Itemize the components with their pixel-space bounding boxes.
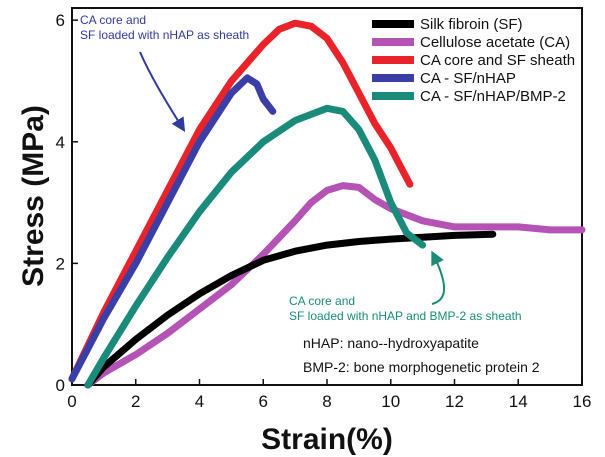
x-tick-label: 16	[573, 392, 592, 411]
x-tick-label: 4	[195, 392, 204, 411]
legend-label: Silk fibroin (SF)	[420, 16, 523, 33]
y-tick-label: 2	[56, 254, 65, 273]
x-tick-label: 0	[67, 392, 76, 411]
legend-label: Cellulose acetate (CA)	[420, 34, 570, 51]
x-tick-label: 8	[322, 392, 331, 411]
x-tick-label: 2	[131, 392, 140, 411]
y-tick-label: 0	[56, 376, 65, 395]
annotation-text-line: CA core and	[289, 294, 355, 308]
annotation-arrow	[139, 51, 186, 132]
annotation-text-line: SF loaded with nHAP and BMP-2 as sheath	[289, 309, 522, 323]
series-layer	[68, 19, 586, 389]
note-bmp2: BMP-2: bone morphogenetic protein 2	[303, 359, 540, 375]
legend-label: CA - SF/nHAP/BMP-2	[420, 88, 566, 105]
annotation-text-line: SF loaded with nHAP as sheath	[80, 28, 249, 42]
annotation-text-line: CA core and	[80, 13, 146, 27]
series-line-1	[84, 182, 586, 389]
series-line-2	[68, 19, 414, 383]
x-tick-label: 6	[259, 392, 268, 411]
x-tick-label: 12	[445, 392, 464, 411]
x-tick-label: 14	[509, 392, 528, 411]
legend: Silk fibroin (SF)Cellulose acetate (CA)C…	[372, 16, 575, 105]
x-axis-label: Strain(%)	[261, 423, 393, 456]
series-line-4	[84, 104, 427, 389]
x-tick-label: 10	[381, 392, 400, 411]
y-tick-label: 4	[56, 133, 65, 152]
legend-label: CA core and SF sheath	[420, 52, 575, 69]
y-axis-label: Stress (MPa)	[17, 105, 50, 287]
annotation-arrow	[431, 250, 445, 305]
legend-label: CA - SF/nHAP	[420, 70, 516, 87]
axis-ticks: 0 2 4 6 8 10 12 14 16 0 2 4 6	[56, 11, 592, 411]
series-line-3	[68, 74, 277, 383]
note-nhap: nHAP: nano--hydroxyapatite	[303, 335, 479, 351]
y-tick-label: 6	[56, 11, 65, 30]
